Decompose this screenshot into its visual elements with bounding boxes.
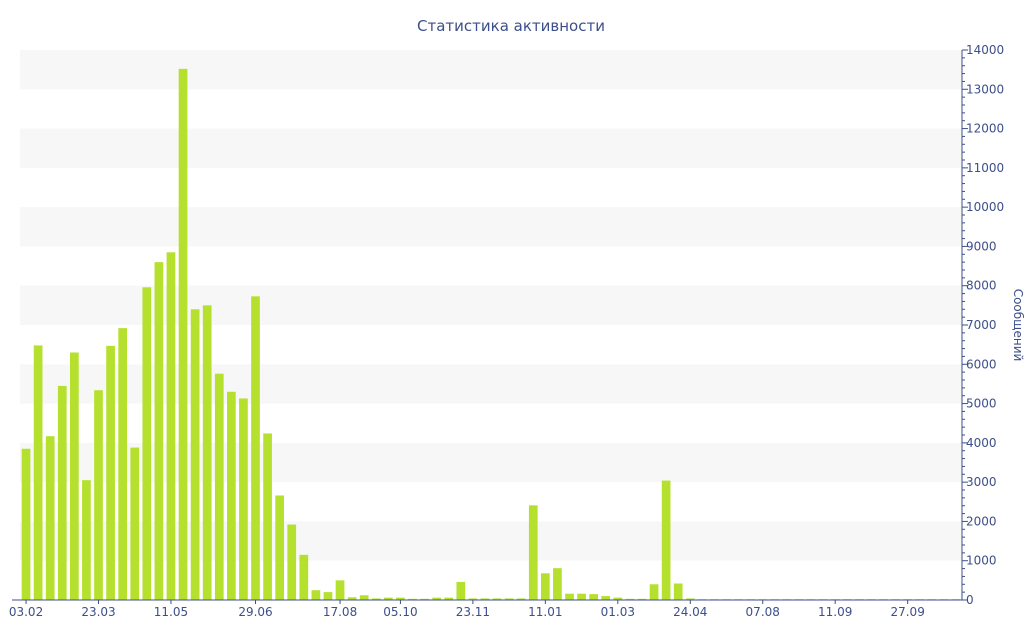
bar [456,581,466,600]
x-tick-label: 11.09 [818,605,852,619]
x-tick-label: 29.06 [238,605,272,619]
y-axis-title: Сообщений [1011,289,1024,362]
bar [468,598,478,600]
bar [528,505,538,600]
x-tick-label: 07.08 [746,605,780,619]
y-tick-label: 11000 [966,161,1004,175]
bar [408,598,417,600]
chart-title: Статистика активности [417,17,605,35]
bar [541,573,550,600]
bar [106,345,115,600]
x-axis: 03.02 23.03 11.05 29.06 17.08 05.10 23.11 11.01… [9,599,962,619]
bar [130,447,140,600]
bar [166,252,176,600]
bar [480,598,490,600]
bar [553,568,562,600]
bar [589,594,599,600]
bar [287,524,297,600]
bar [347,597,357,600]
x-tick-label: 23.11 [456,605,490,619]
grid-band [20,128,962,168]
bar [33,345,43,600]
grid-band [20,364,962,404]
bar [94,390,103,600]
x-tick-label: 11.01 [528,605,562,619]
y-tick-label: 9000 [966,239,997,253]
y-tick-label: 7000 [966,318,997,332]
y-tick-label: 12000 [966,122,1004,136]
bar [251,296,260,600]
grid-band [20,50,962,90]
bar [649,584,659,600]
x-tick-label: 24.04 [673,605,707,619]
y-tick-label: 6000 [966,357,997,371]
bar [118,328,128,600]
y-tick-label: 4000 [966,436,997,450]
bar [227,391,236,600]
bar-series [21,68,961,601]
bar [384,597,393,600]
bar [685,598,695,600]
bar [565,593,574,600]
grid-band [20,442,962,483]
bar [420,598,429,600]
bar [492,598,502,600]
y-tick-label: 3000 [966,475,997,489]
bar [202,305,212,600]
grid-band [20,521,962,561]
bar [190,309,200,600]
bar [214,373,224,600]
x-tick-label: 27.09 [890,605,924,619]
grid-band [20,285,962,325]
y-tick-label: 14000 [966,43,1004,57]
x-tick-label: 23.03 [81,605,115,619]
grid-bands [20,50,962,561]
bar [444,597,454,600]
bar [661,480,671,600]
y-axis: 0 1000 2000 3000 4000 5000 6000 7000 8000 9000 100… [961,43,1004,607]
bar [299,554,309,600]
x-tick-label: 17.08 [323,605,357,619]
y-tick-label: 8000 [966,279,997,293]
bar [613,597,623,600]
y-tick-label: 0 [966,593,974,607]
grid-band [20,207,962,247]
bar [637,598,647,600]
bar [323,592,333,600]
bar [432,597,442,600]
bar [601,596,611,600]
y-tick-label: 1000 [966,554,997,568]
bar [154,262,164,600]
bar [577,593,586,600]
y-tick-label: 10000 [966,200,1004,214]
bar [516,598,526,600]
bar [142,287,152,600]
bar [335,580,345,600]
bar [504,598,514,600]
bar [82,480,91,600]
y-tick-label: 2000 [966,514,997,528]
bar [311,590,321,600]
bar [45,436,55,600]
bar [263,433,272,600]
bar [70,352,79,600]
bar [673,583,683,600]
y-tick-label: 13000 [966,82,1004,96]
bar [625,598,635,600]
x-tick-label: 01.03 [601,605,635,619]
x-tick-label: 05.10 [383,605,417,619]
bar [21,448,31,600]
bar [371,598,381,600]
y-tick-label: 5000 [966,397,997,411]
bar [178,68,188,601]
bar [275,495,285,600]
bar [239,398,248,600]
bar [57,385,67,600]
x-tick-label: 11.05 [154,605,188,619]
x-tick-label: 03.02 [9,605,43,619]
bar [359,595,369,600]
bar [396,597,405,600]
